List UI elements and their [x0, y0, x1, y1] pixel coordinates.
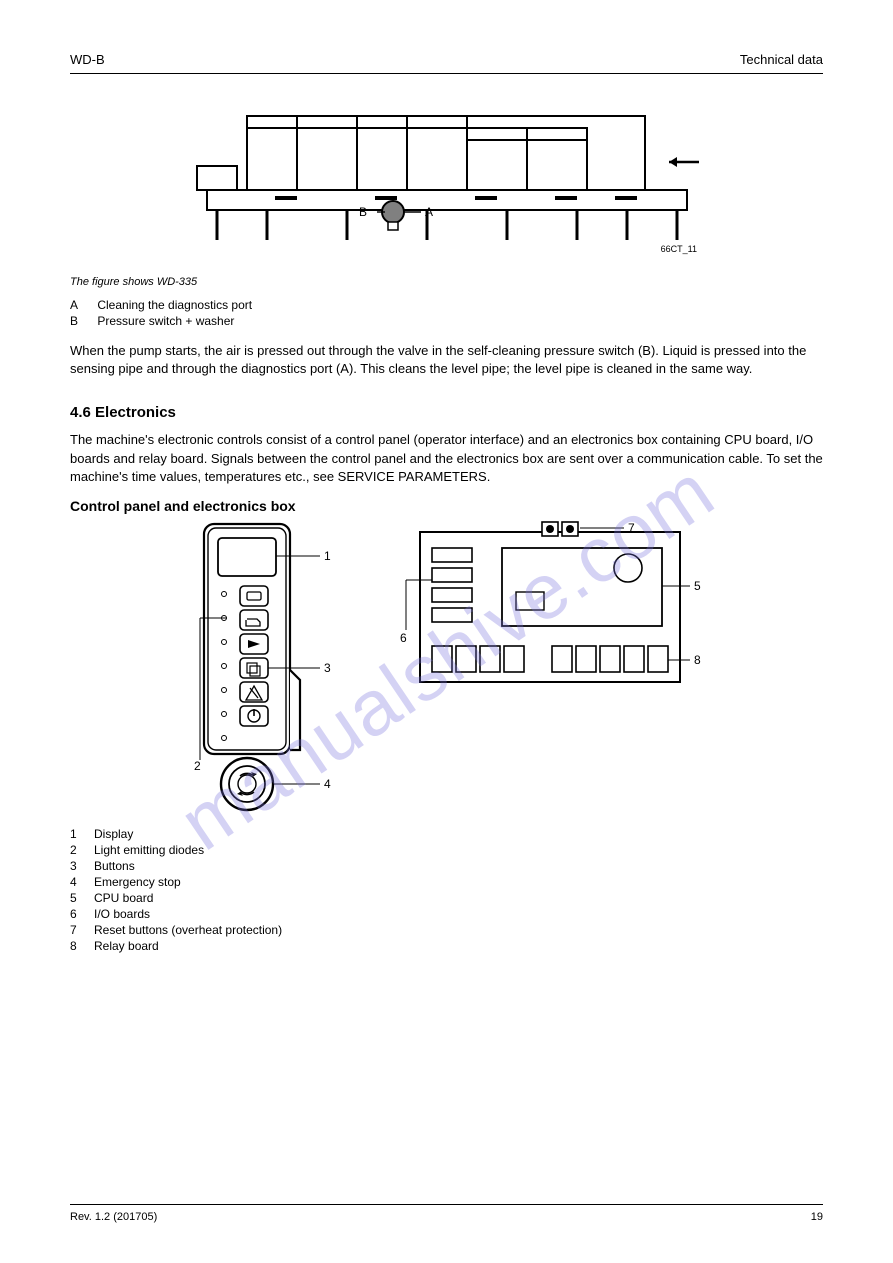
- header-left: WD-B: [70, 52, 105, 67]
- machine-diagram: B A 66CT_11: [70, 102, 823, 272]
- panel-legend: 1Display 2Light emitting diodes 3Buttons…: [70, 827, 823, 953]
- legend-row: 2Light emitting diodes: [70, 843, 823, 857]
- control-panel-svg: 1 2 3 4: [192, 520, 352, 820]
- svg-text:1: 1: [324, 549, 331, 563]
- page-footer: Rev. 1.2 (201705) 19: [70, 1204, 823, 1223]
- machine-legend: A Cleaning the diagnostics port B Pressu…: [70, 298, 823, 328]
- svg-text:5: 5: [694, 579, 701, 593]
- panel-diagram: 1 2 3 4 7: [70, 520, 823, 823]
- legend-row: 1Display: [70, 827, 823, 841]
- panel-heading: Control panel and electronics box: [70, 498, 823, 514]
- legend-idx: A: [70, 298, 94, 312]
- display-icon: [218, 538, 276, 576]
- svg-text:7: 7: [628, 521, 635, 535]
- footer-left: Rev. 1.2 (201705): [70, 1211, 157, 1223]
- drawing-ref: 66CT_11: [660, 244, 696, 254]
- legend-row: 6I/O boards: [70, 907, 823, 921]
- legend-row: 7Reset buttons (overheat protection): [70, 923, 823, 937]
- label-b: B: [358, 205, 366, 219]
- legend-row: A Cleaning the diagnostics port: [70, 298, 823, 312]
- legend-text: Pressure switch + washer: [97, 314, 234, 328]
- svg-text:8: 8: [694, 653, 701, 667]
- legend-row: B Pressure switch + washer: [70, 314, 823, 328]
- page-header: WD-B Technical data: [70, 52, 823, 74]
- emergency-stop-icon: [221, 758, 273, 810]
- label-a: A: [425, 205, 433, 219]
- legend-row: 3Buttons: [70, 859, 823, 873]
- svg-text:6: 6: [400, 631, 407, 645]
- pump-paragraph: When the pump starts, the air is pressed…: [70, 342, 823, 378]
- cpu-board-icon: [502, 548, 662, 626]
- electronics-box-svg: 7: [392, 520, 702, 700]
- legend-row: 4Emergency stop: [70, 875, 823, 889]
- svg-text:4: 4: [324, 777, 331, 791]
- header-right: Technical data: [740, 52, 823, 67]
- legend-idx: B: [70, 314, 94, 328]
- electronics-paragraph: The machine's electronic controls consis…: [70, 431, 823, 486]
- machine-caption: The figure shows WD-335: [70, 276, 823, 288]
- svg-text:3: 3: [324, 661, 331, 675]
- svg-text:2: 2: [194, 759, 201, 773]
- section-electronics-title: 4.6 Electronics: [70, 404, 823, 421]
- machine-svg: B A 66CT_11: [177, 102, 717, 272]
- legend-row: 8Relay board: [70, 939, 823, 953]
- legend-text: Cleaning the diagnostics port: [97, 298, 252, 312]
- footer-right: 19: [811, 1211, 823, 1223]
- legend-row: 5CPU board: [70, 891, 823, 905]
